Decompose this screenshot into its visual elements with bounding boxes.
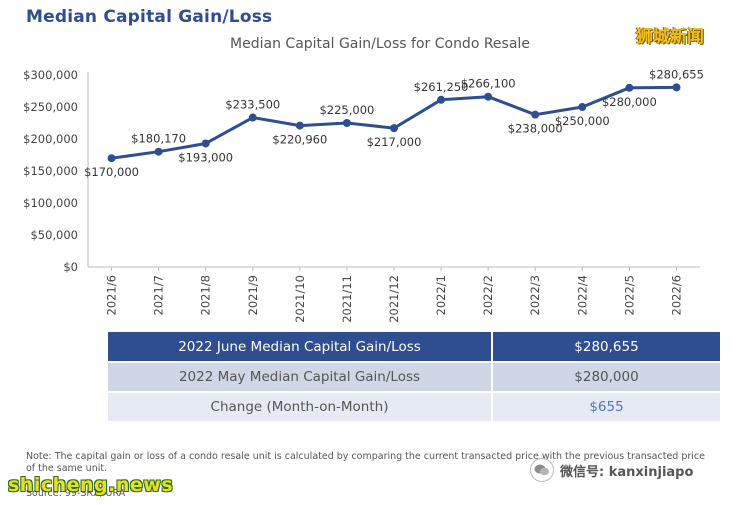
- x-tick-label: 2022/3: [528, 275, 542, 315]
- row-label: 2022 June Median Capital Gain/Loss: [108, 332, 493, 363]
- x-tick-label: 2021/9: [246, 275, 260, 315]
- y-tick-label: $150,000: [23, 164, 78, 178]
- table-row: Change (Month-on-Month) $655: [108, 392, 720, 423]
- x-tick-label: 2022/6: [669, 275, 683, 315]
- data-label: $250,000: [555, 114, 610, 128]
- data-point: [437, 95, 446, 104]
- x-tick-label: 2021/12: [387, 275, 401, 323]
- data-point: [578, 103, 587, 111]
- data-label: $280,000: [602, 95, 657, 109]
- data-label: $238,000: [508, 122, 563, 136]
- table-row: 2022 May Median Capital Gain/Loss $280,0…: [108, 362, 720, 393]
- y-tick-label: $100,000: [23, 196, 78, 210]
- x-tick-label: 2022/5: [622, 275, 636, 315]
- wechat-icon: [530, 458, 554, 482]
- x-tick-label: 2021/8: [199, 275, 213, 315]
- data-point: [201, 139, 210, 148]
- x-tick-label: 2021/6: [105, 275, 119, 315]
- y-tick-label: $300,000: [23, 68, 78, 82]
- wechat-tag: 微信号: kanxinjiapo: [530, 458, 693, 482]
- wechat-id: 微信号: kanxinjiapo: [560, 464, 694, 480]
- row-label: 2022 May Median Capital Gain/Loss: [108, 362, 493, 393]
- data-label: $225,000: [319, 103, 374, 117]
- x-tick-label: 2022/1: [434, 275, 448, 315]
- row-value: $280,000: [492, 362, 720, 393]
- data-label: $233,500: [225, 98, 280, 112]
- row-label: Change (Month-on-Month): [108, 392, 493, 423]
- data-point: [295, 121, 304, 130]
- x-tick-label: 2021/7: [152, 275, 166, 315]
- data-label: $261,250: [414, 80, 469, 94]
- data-point: [107, 154, 116, 163]
- data-point: [390, 124, 398, 133]
- table-row: 2022 June Median Capital Gain/Loss $280,…: [108, 332, 720, 363]
- y-tick-label: $0: [63, 260, 78, 274]
- x-tick-label: 2021/10: [293, 275, 307, 323]
- data-point: [342, 119, 351, 127]
- data-point: [625, 83, 634, 92]
- data-point: [531, 110, 540, 119]
- x-tick-label: 2022/2: [481, 275, 495, 315]
- source-note: Source: 99-SRX, URA: [26, 488, 126, 499]
- page-heading: Median Capital Gain/Loss: [26, 7, 273, 27]
- line-chart: Median Capital Gain/Loss for Condo Resal…: [23, 36, 704, 323]
- data-point: [248, 113, 257, 122]
- watermark-top: 狮城新闻: [636, 27, 704, 47]
- y-tick-label: $50,000: [30, 228, 78, 242]
- data-label: $220,960: [272, 133, 327, 147]
- data-label: $280,655: [649, 67, 704, 81]
- y-tick-label: $200,000: [23, 132, 78, 146]
- data-label: $170,000: [84, 165, 139, 179]
- data-point: [154, 147, 163, 156]
- y-tick-label: $250,000: [23, 100, 78, 114]
- summary-table: 2022 June Median Capital Gain/Loss $280,…: [108, 332, 720, 423]
- row-value: $280,655: [492, 332, 720, 363]
- row-value: $655: [492, 392, 720, 423]
- x-tick-label: 2021/11: [340, 275, 354, 323]
- data-label: $217,000: [367, 135, 422, 149]
- data-label: $180,170: [131, 132, 186, 146]
- data-point: [484, 92, 493, 101]
- data-label: $266,100: [461, 77, 516, 91]
- chart-title: Median Capital Gain/Loss for Condo Resal…: [230, 36, 530, 52]
- data-label: $193,000: [178, 150, 233, 164]
- x-tick-label: 2022/4: [575, 275, 589, 315]
- watermark-bottom: shicheng.news: [8, 474, 174, 496]
- data-point: [672, 83, 681, 92]
- footnote: Note: The capital gain or loss of a cond…: [26, 451, 705, 474]
